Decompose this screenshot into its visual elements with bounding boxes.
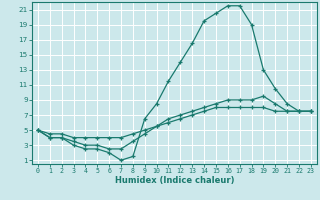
X-axis label: Humidex (Indice chaleur): Humidex (Indice chaleur): [115, 176, 234, 185]
